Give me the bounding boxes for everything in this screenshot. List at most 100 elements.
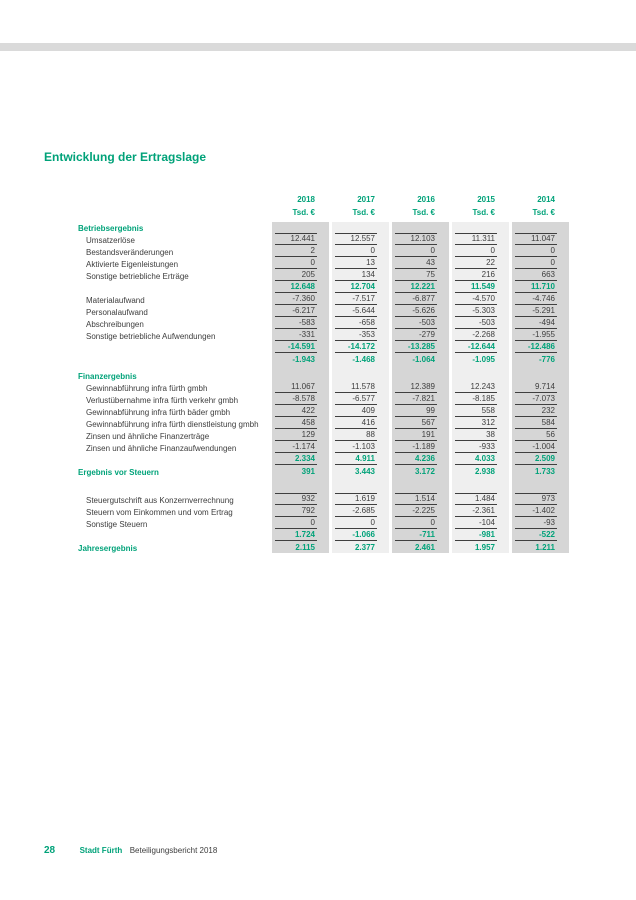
value-cell-2017: -14.172 (332, 342, 392, 353)
value-cell-2014: -522 (512, 530, 572, 541)
value-text: -503 (455, 318, 497, 329)
table-row: Umsatzerlöse 12.441 12.557 12.103 11.311 11.0… (0, 233, 636, 245)
value-text: -1.066 (335, 530, 377, 541)
row-label: Steuern vom Einkommen und vom Ertrag (86, 508, 233, 517)
value-text: -658 (335, 318, 377, 329)
value-text: -2.225 (395, 506, 437, 517)
value-cell-2018: -583 (272, 318, 332, 329)
value-text: -522 (515, 530, 557, 541)
value-cell-2015: 12.243 (452, 382, 512, 393)
value-cell-2014: 0 (512, 246, 572, 257)
value-cell-2015: -104 (452, 518, 512, 529)
row-label: Zinsen und ähnliche Finanzaufwendungen (86, 444, 237, 453)
value-text: 0 (395, 518, 437, 529)
value-cell-2016: 567 (392, 418, 452, 429)
value-cell-2015: -1.095 (452, 355, 512, 365)
value-cell-2018: -6.217 (272, 306, 332, 317)
value-cell-2015: 11.549 (452, 282, 512, 293)
value-cell-2015: -2.361 (452, 506, 512, 517)
value-text: 1.514 (395, 493, 437, 505)
table-row: Finanzergebnis (0, 370, 636, 381)
value-cell-2016: -2.225 (392, 506, 452, 517)
value-cell-2018: -8.578 (272, 394, 332, 405)
value-text: 12.243 (455, 382, 497, 393)
value-cell-2014: -1.955 (512, 330, 572, 341)
value-cell-2016: -711 (392, 530, 452, 541)
value-text: 1.957 (474, 543, 495, 552)
value-cell-2017: 416 (332, 418, 392, 429)
value-text: 12.704 (335, 282, 377, 293)
value-text: 973 (515, 493, 557, 505)
value-cell-2018: -1.943 (272, 355, 332, 365)
value-cell-2018: 932 (272, 493, 332, 505)
value-text: 567 (395, 418, 437, 429)
value-text: -5.303 (455, 306, 497, 317)
table-row: 12.648 12.704 12.221 11.549 11.710 (0, 281, 636, 293)
value-cell-2015: 11.311 (452, 233, 512, 245)
value-text: 0 (455, 246, 497, 257)
value-text: 792 (275, 506, 317, 517)
value-text: -981 (455, 530, 497, 541)
value-text: 88 (335, 430, 377, 441)
row-label: Betriebsergebnis (78, 224, 144, 233)
value-text: -5.291 (515, 306, 557, 317)
value-cell-2018: 129 (272, 430, 332, 441)
value-text: 0 (275, 518, 317, 529)
value-text: 0 (275, 258, 317, 269)
value-cell-2015: -5.303 (452, 306, 512, 317)
value-text: -2.361 (455, 506, 497, 517)
value-cell-2018: 391 (272, 467, 332, 477)
value-text: 0 (335, 246, 377, 257)
unit-header-2016: Tsd. € (412, 208, 435, 217)
value-cell-2014: 9.714 (512, 382, 572, 393)
value-text: 0 (335, 518, 377, 529)
row-label: Jahresergebnis (78, 544, 138, 553)
value-cell-2014: 1.211 (512, 543, 572, 553)
value-text: 11.578 (335, 382, 377, 393)
row-label: Aktivierte Eigenleistungen (86, 260, 179, 269)
value-cell-2015: 38 (452, 430, 512, 441)
value-cell-2018: 2 (272, 246, 332, 257)
value-cell-2016: -7.821 (392, 394, 452, 405)
value-text: 4.033 (455, 454, 497, 465)
value-text: 584 (515, 418, 557, 429)
value-text: 312 (455, 418, 497, 429)
value-text: -494 (515, 318, 557, 329)
value-cell-2018: 11.067 (272, 382, 332, 393)
value-cell-2015: 216 (452, 270, 512, 281)
value-text: 409 (335, 406, 377, 417)
column-band-2018 (272, 222, 329, 553)
value-text: 22 (455, 258, 497, 269)
value-cell-2014: 1.733 (512, 467, 572, 477)
value-text: -933 (455, 442, 497, 453)
value-text: 2.334 (275, 454, 317, 465)
value-cell-2014: 56 (512, 430, 572, 441)
value-cell-2014: -1.402 (512, 506, 572, 517)
value-cell-2014: 0 (512, 258, 572, 269)
value-text: 1.619 (335, 493, 377, 505)
row-label: Abschreibungen (86, 320, 144, 329)
value-cell-2016: -279 (392, 330, 452, 341)
value-cell-2015: -8.185 (452, 394, 512, 405)
value-text: 75 (395, 270, 437, 281)
value-text: -353 (335, 330, 377, 341)
value-text: 1.211 (535, 543, 555, 552)
value-cell-2015: -503 (452, 318, 512, 329)
table-header-units: Tsd. € Tsd. € Tsd. € Tsd. € Tsd. € (0, 204, 636, 217)
value-text: -7.517 (335, 294, 377, 305)
value-text: -583 (275, 318, 317, 329)
value-cell-2015: -4.570 (452, 294, 512, 305)
value-text: 11.047 (515, 233, 557, 245)
value-cell-2018: 0 (272, 518, 332, 529)
page-number: 28 (44, 845, 56, 856)
value-text: -1.004 (515, 442, 557, 453)
value-cell-2016: 12.389 (392, 382, 452, 393)
value-text: 12.389 (395, 382, 437, 393)
value-text: 0 (395, 246, 437, 257)
table-row: Aktivierte Eigenleistungen 0 13 43 22 0 (0, 257, 636, 269)
value-cell-2017: 2.377 (332, 543, 392, 553)
value-cell-2016: 43 (392, 258, 452, 269)
value-text: 56 (515, 430, 557, 441)
value-text: -5.626 (395, 306, 437, 317)
